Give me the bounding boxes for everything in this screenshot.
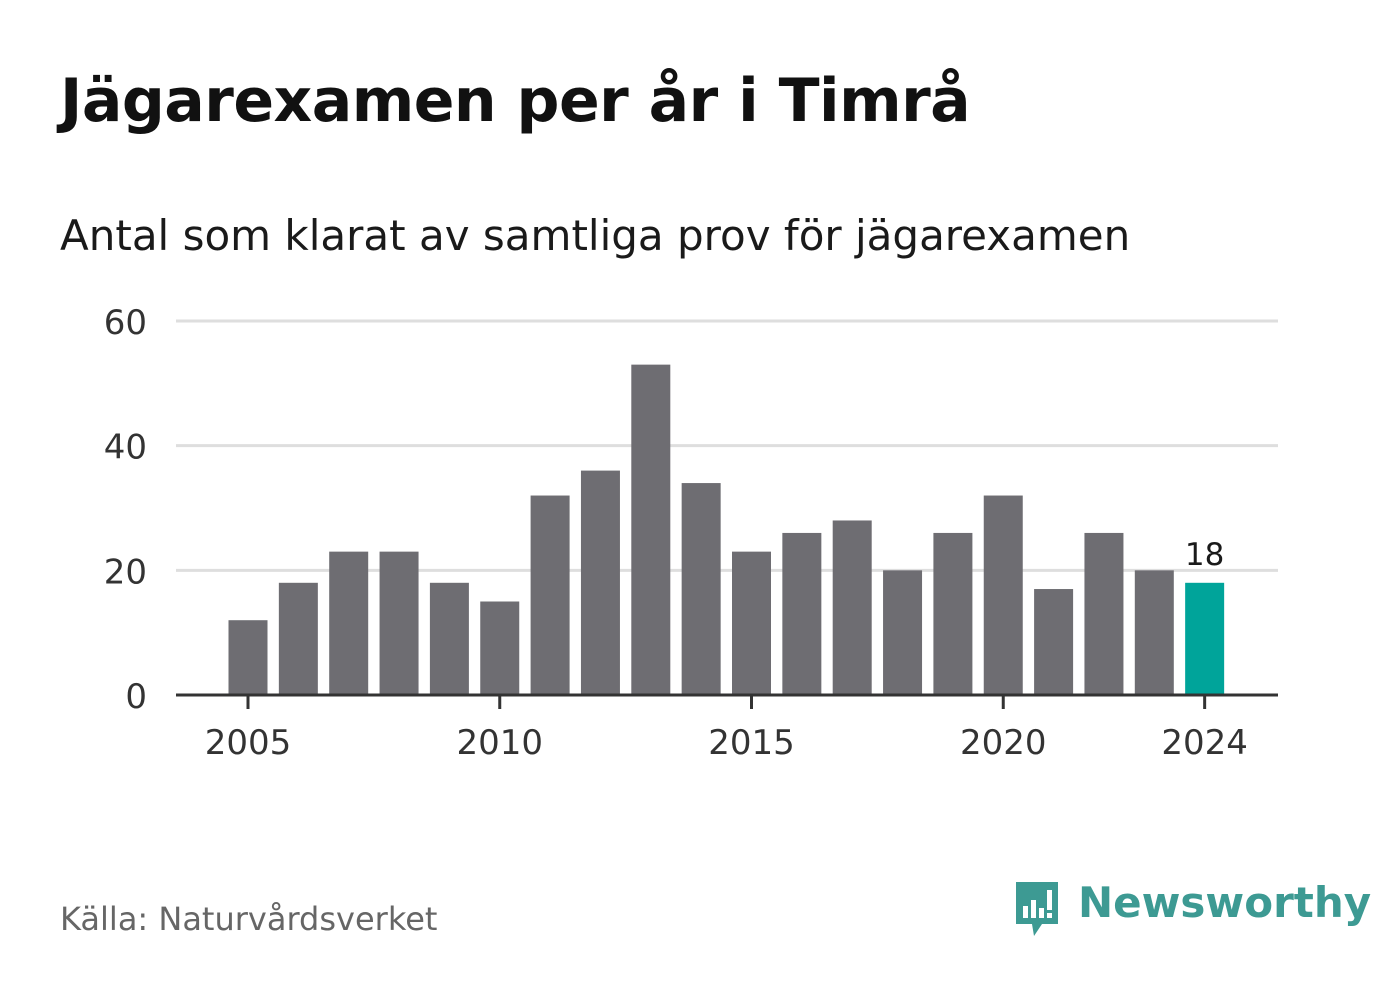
bar-2006: [278, 582, 318, 695]
brand-name: Newsworthy: [1078, 878, 1372, 927]
bar-2015: [732, 551, 771, 695]
brand: Newsworthy: [1012, 878, 1371, 942]
y-tick-label-0: 0: [125, 677, 147, 717]
y-tick-label-60: 60: [104, 303, 147, 343]
y-tick-label-20: 20: [104, 552, 147, 592]
x-tick-label-2005: 2005: [205, 723, 292, 763]
bar-2005: [228, 620, 268, 695]
bar-2022: [1084, 532, 1124, 695]
bar-2016: [782, 532, 822, 695]
gridlines: [176, 319, 1278, 572]
bar-2020: [983, 495, 1023, 695]
bar-2021: [1034, 589, 1074, 695]
bar-chart-speech-bubble-icon: [1016, 882, 1058, 936]
bar-2018: [883, 570, 923, 695]
bar-2011: [530, 495, 570, 695]
x-tick-label-2015: 2015: [708, 723, 795, 763]
y-axis-ticks: 0 20 40 60: [104, 303, 147, 717]
bars: [228, 364, 1225, 695]
bar-2017: [832, 520, 872, 695]
bar-2023: [1134, 570, 1174, 695]
bar-2024: [1185, 582, 1225, 695]
bar-2019: [933, 532, 973, 695]
bar-2009: [429, 582, 469, 695]
bar-2012: [580, 470, 620, 695]
chart-title: Jägarexamen per år i Timrå: [60, 66, 971, 136]
y-tick-label-40: 40: [104, 428, 147, 468]
x-tick-label-2020: 2020: [960, 723, 1047, 763]
x-tick-label-2024: 2024: [1161, 723, 1248, 763]
chart-subtitle: Antal som klarat av samtliga prov för jä…: [60, 211, 1131, 260]
x-axis-ticks: 2005 2010 2015 2020 2024: [205, 695, 1248, 763]
data-label-2024: 18: [1185, 537, 1224, 573]
bar-2008: [379, 551, 419, 695]
source-note: Källa: Naturvårdsverket: [60, 900, 438, 938]
bar-2010: [480, 601, 520, 695]
data-labels: 18: [1185, 537, 1224, 573]
bar-2013: [631, 364, 671, 695]
x-tick-label-2010: 2010: [456, 723, 543, 763]
bar-2014: [681, 483, 721, 695]
bar-2007: [329, 551, 369, 695]
